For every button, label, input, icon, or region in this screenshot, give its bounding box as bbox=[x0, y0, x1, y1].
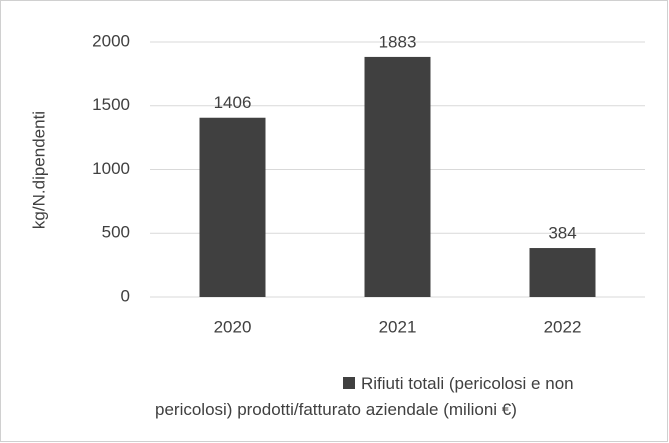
x-tick-label: 2021 bbox=[379, 317, 417, 336]
bar bbox=[364, 56, 431, 298]
y-axis-label: kg/N.dipendenti bbox=[29, 111, 48, 229]
bar bbox=[199, 117, 266, 297]
y-tick-label: 2000 bbox=[92, 31, 130, 50]
bar bbox=[529, 248, 596, 297]
data-label: 1406 bbox=[214, 93, 252, 112]
legend: Rifiuti totali (pericolosi e non pericol… bbox=[155, 371, 595, 423]
x-tick-label: 2022 bbox=[544, 317, 582, 336]
legend-swatch bbox=[343, 377, 355, 389]
y-tick-label: 1500 bbox=[92, 95, 130, 114]
data-label: 384 bbox=[548, 224, 576, 243]
y-tick-label: 0 bbox=[121, 286, 130, 305]
y-tick-label: 500 bbox=[102, 223, 130, 242]
x-tick-label: 2020 bbox=[214, 317, 252, 336]
data-label: 1883 bbox=[379, 32, 417, 51]
y-tick-label: 1000 bbox=[92, 159, 130, 178]
legend-label: Rifiuti totali (pericolosi e non pericol… bbox=[155, 374, 574, 419]
